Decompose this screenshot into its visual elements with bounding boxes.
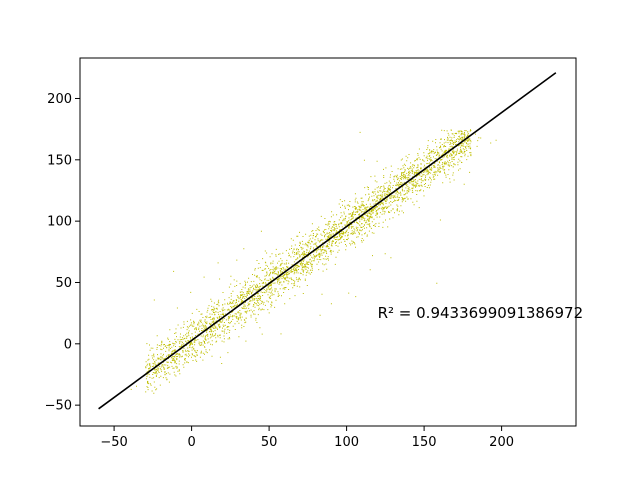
plot-frame	[79, 57, 577, 427]
x-tick-label: 50	[261, 435, 278, 450]
x-tick-label: −50	[100, 435, 127, 450]
x-axis: −50 0 50 100 150 200	[100, 426, 514, 450]
y-tick-label: 150	[47, 153, 72, 168]
y-tick-label: 0	[64, 337, 72, 352]
x-tick-label: 100	[334, 435, 359, 450]
y-tick-label: −50	[45, 399, 72, 414]
y-axis: −50 0 50 100 150 200	[45, 92, 80, 414]
x-tick-label: 200	[489, 435, 514, 450]
r-squared-annotation: R² = 0.9433699091386972	[378, 304, 584, 322]
y-tick-label: 100	[47, 215, 72, 230]
x-tick-label: 0	[187, 435, 195, 450]
y-tick-label: 50	[55, 276, 72, 291]
y-tick-label: 200	[47, 92, 72, 107]
fit-line	[98, 72, 557, 410]
x-tick-label: 150	[412, 435, 437, 450]
